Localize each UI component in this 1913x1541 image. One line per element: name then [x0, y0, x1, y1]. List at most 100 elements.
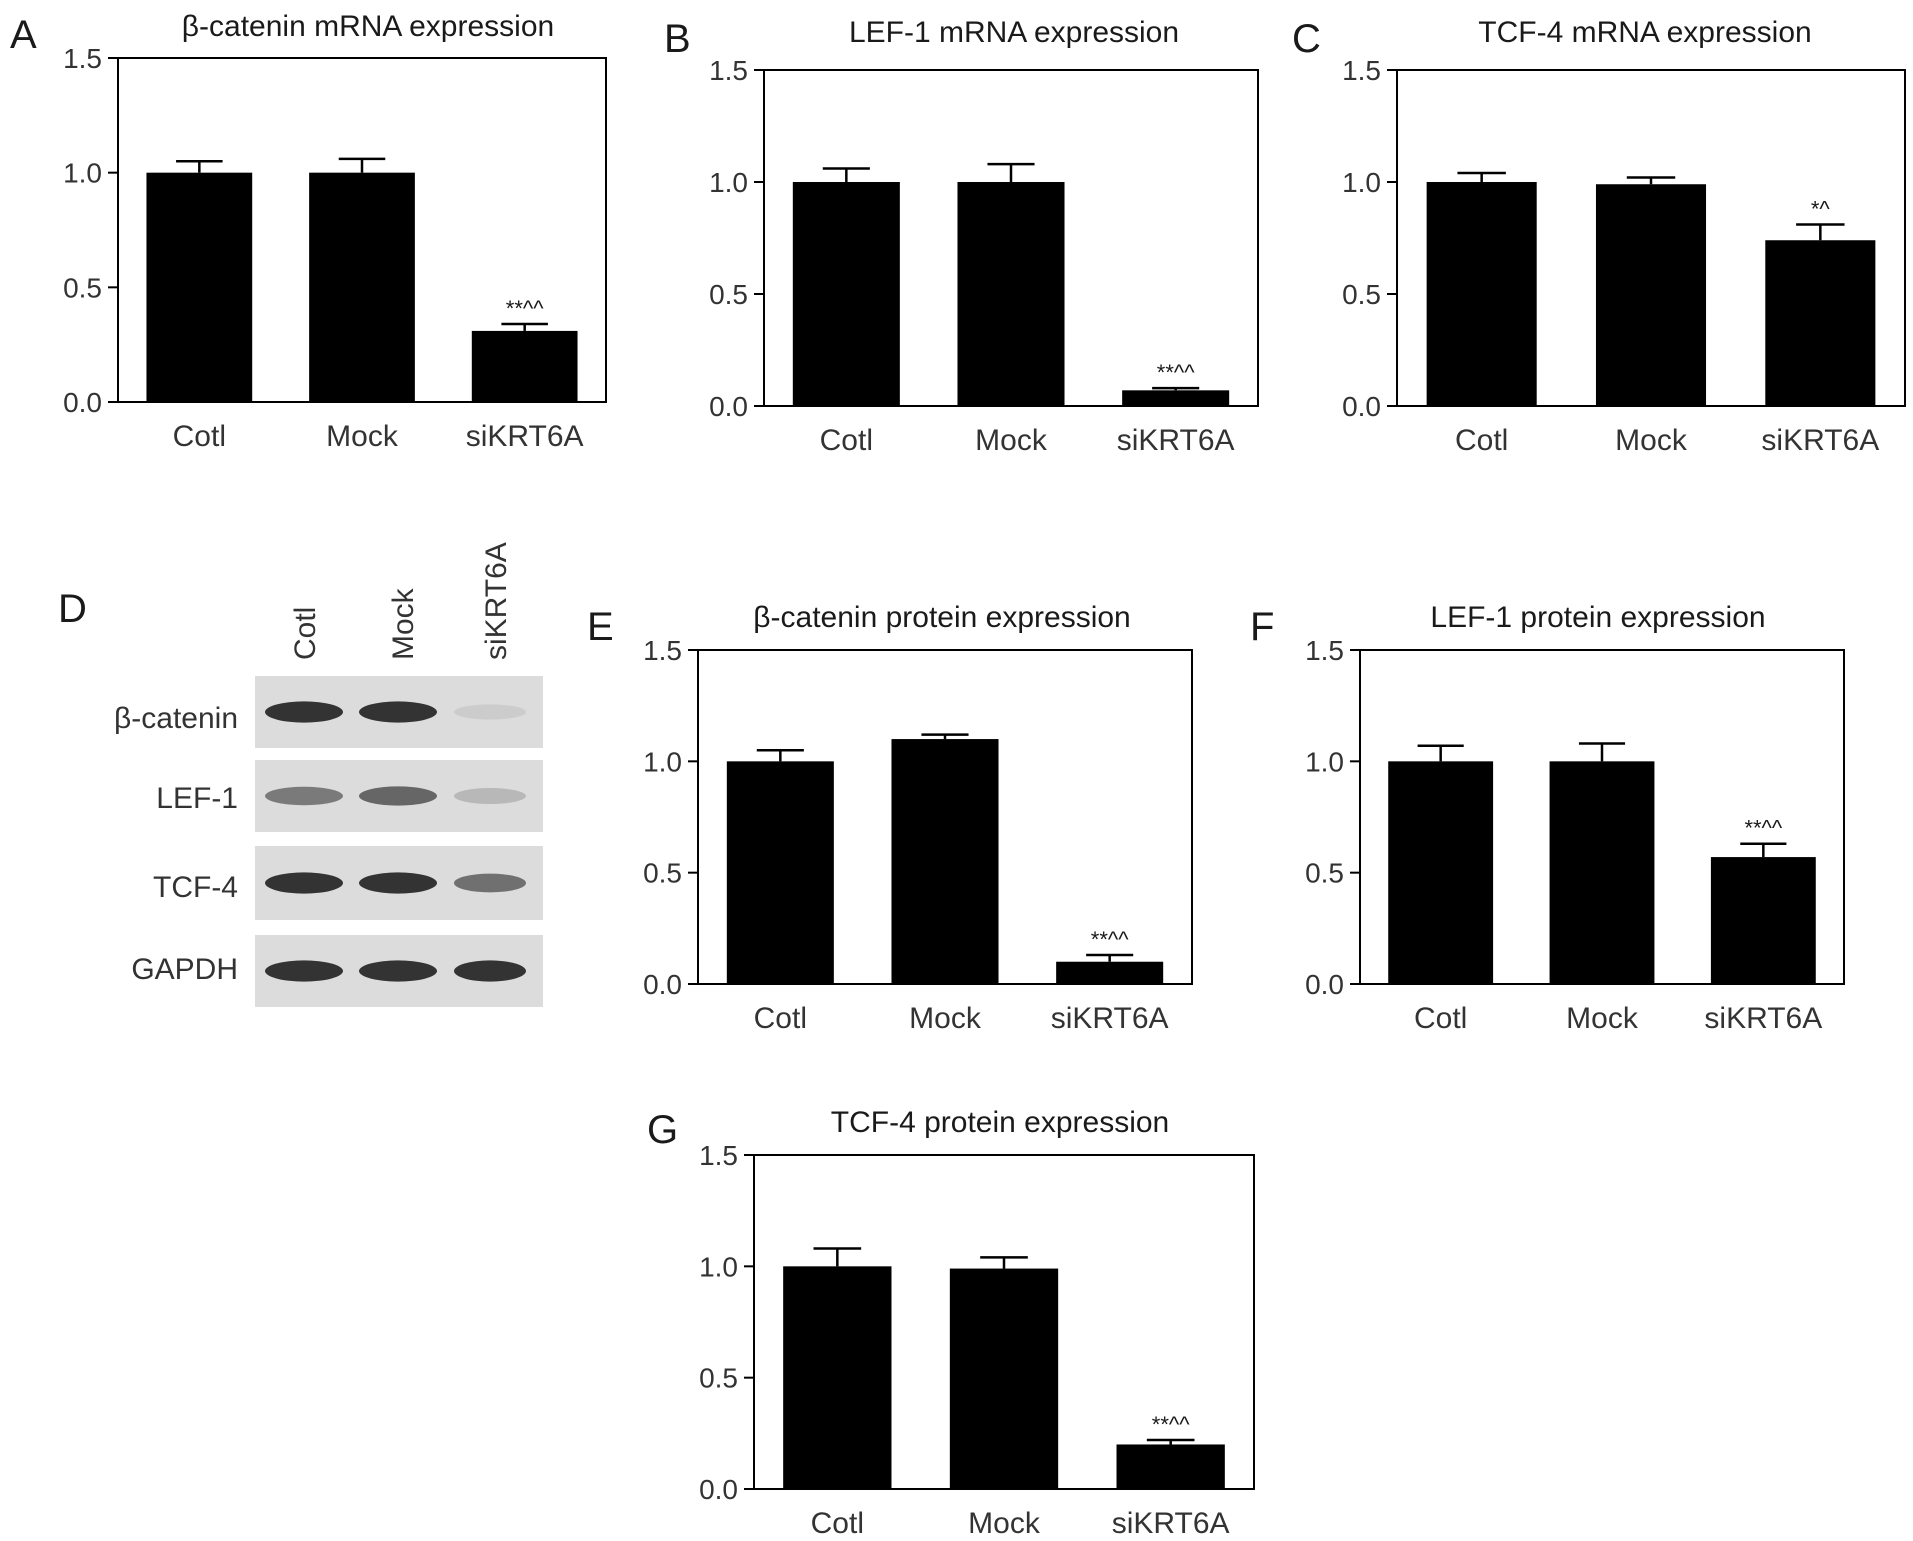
blot-band — [359, 960, 437, 982]
bar — [1595, 184, 1707, 406]
y-tick-label: 0.5 — [643, 858, 682, 889]
chart-title: TCF-4 mRNA expression — [1478, 16, 1811, 49]
y-tick-label: 0.0 — [1342, 391, 1381, 422]
blot-band — [265, 786, 343, 806]
panel-letter: C — [1292, 17, 1321, 61]
y-tick-label: 0.5 — [709, 279, 748, 310]
x-tick-label: siKRT6A — [1704, 1002, 1822, 1035]
x-tick-label: siKRT6A — [1051, 1002, 1169, 1035]
y-tick-label: 0.5 — [699, 1363, 738, 1394]
y-tick-label: 1.5 — [643, 635, 682, 666]
chart-title: β-catenin protein expression — [753, 601, 1130, 634]
chart-panel-a: A β-catenin mRNA expression 0.0 0.5 1.0 1.5… — [10, 10, 607, 453]
bar — [471, 330, 578, 402]
significance-label: **^^ — [1152, 1412, 1190, 1437]
y-tick-label: 0.5 — [1342, 279, 1381, 310]
significance-label: *^ — [1811, 197, 1831, 222]
panel-letter: E — [587, 605, 614, 649]
x-tick-label: Cotl — [754, 1002, 807, 1035]
y-tick-label: 1.0 — [709, 167, 748, 198]
x-tick-label: Mock — [909, 1002, 982, 1035]
chart-panel-f: F LEF-1 protein expression 0.0 0.5 1.0 1.5 C… — [1250, 601, 1845, 1035]
x-tick-label: siKRT6A — [1761, 424, 1879, 457]
y-tick-label: 0.0 — [63, 387, 102, 418]
chart-panel-e: E β-catenin protein expression 0.0 0.5 1.0… — [587, 601, 1193, 1035]
x-tick-label: Cotl — [820, 424, 873, 457]
blot-band — [454, 704, 526, 720]
x-tick-label: Cotl — [1455, 424, 1508, 457]
bar — [783, 1266, 892, 1489]
bar — [309, 172, 415, 402]
y-tick-label: 1.0 — [699, 1251, 738, 1282]
y-tick-label: 1.0 — [63, 158, 102, 189]
blot-band — [265, 872, 343, 894]
bar — [949, 1268, 1059, 1489]
x-tick-label: siKRT6A — [466, 420, 584, 453]
bar — [1426, 182, 1537, 406]
bar — [792, 182, 900, 406]
y-tick-label: 1.5 — [699, 1140, 738, 1171]
y-tick-label: 0.5 — [63, 272, 102, 303]
blot-band — [265, 960, 343, 982]
significance-label: **^^ — [1091, 927, 1129, 952]
y-tick-label: 0.0 — [699, 1474, 738, 1505]
y-tick-label: 0.0 — [1305, 969, 1344, 1000]
blot-strips — [255, 676, 543, 1007]
blot-band — [454, 873, 526, 893]
x-tick-label: Mock — [975, 424, 1048, 457]
panel-letter: D — [58, 587, 87, 631]
bar — [957, 182, 1065, 406]
significance-label: **^^ — [1744, 816, 1782, 841]
y-tick-label: 0.5 — [1305, 858, 1344, 889]
chart-title: TCF-4 protein expression — [831, 1106, 1169, 1139]
blot-band — [359, 872, 437, 894]
y-tick-label: 1.5 — [1342, 55, 1381, 86]
blot-band — [265, 701, 343, 723]
chart-panel-g: G TCF-4 protein expression 0.0 0.5 1.0 1.5 C… — [647, 1106, 1255, 1540]
blot-row-label: β-catenin — [114, 702, 238, 735]
x-tick-label: siKRT6A — [1112, 1507, 1230, 1536]
x-tick-label: Cotl — [811, 1507, 864, 1536]
blot-band — [454, 960, 526, 982]
blot-row-label: LEF-1 — [156, 782, 238, 815]
x-tick-label: Cotl — [1414, 1002, 1467, 1035]
blot-band — [454, 788, 526, 804]
bar — [891, 739, 999, 984]
chart-panel-b: B LEF-1 mRNA expression 0.0 0.5 1.0 1.5 Cotl… — [664, 16, 1259, 457]
bar — [1710, 857, 1816, 984]
x-tick-label: siKRT6A — [1117, 424, 1235, 457]
chart-title: LEF-1 protein expression — [1430, 601, 1765, 634]
blot-band — [359, 786, 437, 806]
blot-lane-label: Cotl — [289, 607, 322, 660]
y-tick-label: 1.0 — [1305, 746, 1344, 777]
y-tick-label: 0.0 — [643, 969, 682, 1000]
y-tick-label: 1.5 — [709, 55, 748, 86]
bar — [146, 172, 253, 402]
x-tick-label: Cotl — [173, 420, 226, 453]
significance-label: **^^ — [1157, 360, 1195, 385]
blot-band — [359, 701, 437, 723]
chart-title: β-catenin mRNA expression — [182, 10, 554, 43]
y-tick-label: 1.0 — [643, 746, 682, 777]
blot-lane-label: Mock — [387, 587, 420, 660]
blot-lane-label: siKRT6A — [480, 542, 513, 660]
chart-title: LEF-1 mRNA expression — [849, 16, 1179, 49]
blot-row-label: GAPDH — [131, 953, 238, 986]
y-tick-label: 1.5 — [1305, 635, 1344, 666]
blot-row-label: TCF-4 — [153, 871, 238, 904]
chart-panel-c: C TCF-4 mRNA expression 0.0 0.5 1.0 1.5 Cotl… — [1292, 16, 1906, 457]
bar — [1388, 761, 1494, 984]
x-tick-label: Mock — [1615, 424, 1688, 457]
bar — [1116, 1444, 1225, 1489]
bar — [1549, 761, 1655, 984]
y-tick-label: 1.5 — [63, 43, 102, 74]
y-tick-label: 1.0 — [1342, 167, 1381, 198]
bar — [726, 761, 834, 984]
bar — [1765, 240, 1876, 406]
x-tick-label: Mock — [968, 1507, 1041, 1536]
bar — [1056, 961, 1164, 984]
x-tick-label: Mock — [326, 420, 399, 453]
panel-letter: F — [1250, 605, 1274, 649]
